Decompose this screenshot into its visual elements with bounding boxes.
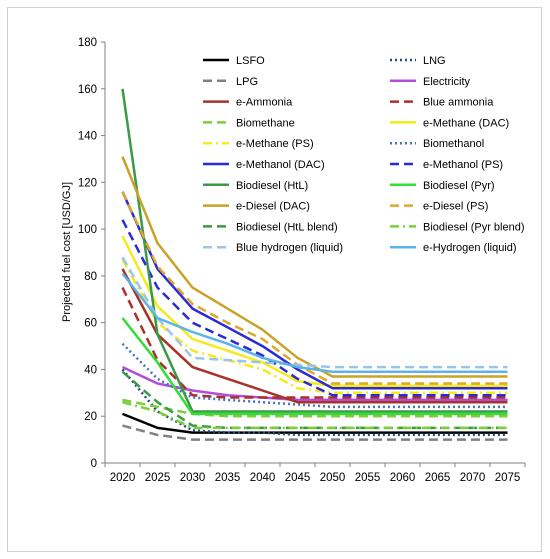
- legend-label: e-Methane (DAC): [423, 117, 509, 129]
- series-line-e-methanol-ps: [121, 219, 508, 397]
- legend-item: e-Diesel (PS): [390, 201, 488, 213]
- legend-label: e-Diesel (DAC): [236, 201, 310, 213]
- legend-item: e-Methane (DAC): [390, 117, 509, 129]
- legend-item: Biodiesel (Pyr blend): [390, 221, 525, 233]
- series-line-e-ammonia: [121, 268, 508, 404]
- legend-label: Biodiesel (Pyr): [423, 180, 495, 192]
- y-tick-label: 20: [84, 411, 97, 423]
- series-line-e-diesel-ps: [121, 191, 508, 385]
- legend-item: Blue hydrogen (liquid): [203, 242, 343, 254]
- legend-label: Biomethane: [236, 117, 295, 129]
- x-tick-label: 2040: [250, 472, 276, 484]
- legend-item: Biodiesel (Pyr): [390, 180, 495, 192]
- legend-item: e-Methanol (DAC): [203, 159, 325, 171]
- series-layer: [121, 88, 508, 441]
- x-tick-label: 2065: [425, 472, 451, 484]
- y-tick-label: 80: [84, 271, 97, 283]
- x-tick-label: 2020: [110, 472, 136, 484]
- legend-item: LSFO: [203, 55, 265, 67]
- y-tick-label: 160: [78, 84, 97, 96]
- x-tick-label: 2060: [390, 472, 416, 484]
- y-axis-title: Projected fuel cost [USD/GJ]: [61, 182, 73, 322]
- series-line-biodiesel-pyr-blend: [122, 400, 508, 430]
- x-tick-label: 2030: [180, 472, 206, 484]
- y-tick-label: 0: [91, 458, 97, 470]
- series-line-lng: [121, 368, 508, 437]
- series-line-biomethane: [122, 398, 508, 418]
- legend-item: Biodiesel (HtL): [203, 180, 308, 192]
- series-line-blue-ammonia: [121, 287, 508, 399]
- x-tick-label: 2025: [145, 472, 171, 484]
- legend-item: Biomethane: [203, 117, 295, 129]
- legend-label: LNG: [423, 55, 446, 67]
- legend-item: e-Methanol (PS): [390, 159, 503, 171]
- x-tick-label: 2070: [460, 472, 486, 484]
- legend-label: Blue ammonia: [423, 97, 494, 109]
- series-line-biodiesel-htl: [121, 88, 508, 413]
- legend-label: Blue hydrogen (liquid): [236, 242, 343, 254]
- chart-frame: [7, 7, 542, 552]
- y-tick-label: 140: [78, 131, 97, 143]
- series-line-electricity: [121, 365, 508, 402]
- x-tick-label: 2075: [495, 472, 521, 484]
- y-tick-label: 40: [84, 364, 97, 376]
- legend-label: Biodiesel (HtL): [236, 180, 308, 192]
- series-line-biodiesel-pyr: [121, 317, 508, 416]
- legend-item: LPG: [203, 76, 258, 88]
- series-line-lsfo: [122, 412, 508, 434]
- legend-label: e-Diesel (PS): [423, 201, 488, 213]
- x-tick-label: 2050: [320, 472, 346, 484]
- legend-label: e-Methanol (DAC): [236, 159, 325, 171]
- x-tick-label: 2035: [215, 472, 241, 484]
- legend-label: LPG: [236, 76, 258, 88]
- y-tick-label: 180: [78, 37, 97, 49]
- x-tick-label: 2045: [285, 472, 311, 484]
- legend-item: Blue ammonia: [390, 97, 494, 109]
- legend-item: Electricity: [390, 76, 471, 88]
- legend-item: LNG: [390, 55, 446, 67]
- legend-label: LSFO: [236, 55, 265, 67]
- legend-label: e-Methane (PS): [236, 138, 314, 150]
- legend-label: Biodiesel (Pyr blend): [423, 221, 525, 233]
- legend-label: Biomethanol: [423, 138, 484, 150]
- legend-label: e-Methanol (PS): [423, 159, 503, 171]
- series-line-e-methane-ps: [121, 258, 508, 395]
- series-line-e-methanol-dac: [121, 191, 508, 390]
- legend-item: Biomethanol: [390, 138, 484, 150]
- legend-item: e-Diesel (DAC): [203, 201, 310, 213]
- series-line-lpg: [122, 424, 508, 441]
- series-line-blue-hydrogen-liquid: [121, 256, 508, 369]
- series-line-biomethanol: [121, 342, 508, 409]
- legend-item: e-Hydrogen (liquid): [390, 242, 517, 254]
- legend-label: e-Hydrogen (liquid): [423, 242, 517, 254]
- y-tick-label: 60: [84, 318, 97, 330]
- series-line-e-methane-dac: [121, 235, 508, 388]
- legend-item: Biodiesel (HtL blend): [203, 221, 338, 233]
- legend-label: Biodiesel (HtL blend): [236, 221, 338, 233]
- legend-item: e-Methane (PS): [203, 138, 314, 150]
- series-line-e-hydrogen-liquid: [121, 272, 508, 374]
- legend-label: Electricity: [423, 76, 471, 88]
- legend: LSFO LNG LPG Electricity e-Ammonia Blue ammon…: [203, 55, 525, 254]
- legend-label: e-Ammonia: [236, 97, 293, 109]
- y-tick-label: 100: [78, 224, 97, 236]
- y-tick-label: 120: [78, 177, 97, 189]
- legend-item: e-Ammonia: [203, 97, 293, 109]
- x-tick-label: 2055: [355, 472, 381, 484]
